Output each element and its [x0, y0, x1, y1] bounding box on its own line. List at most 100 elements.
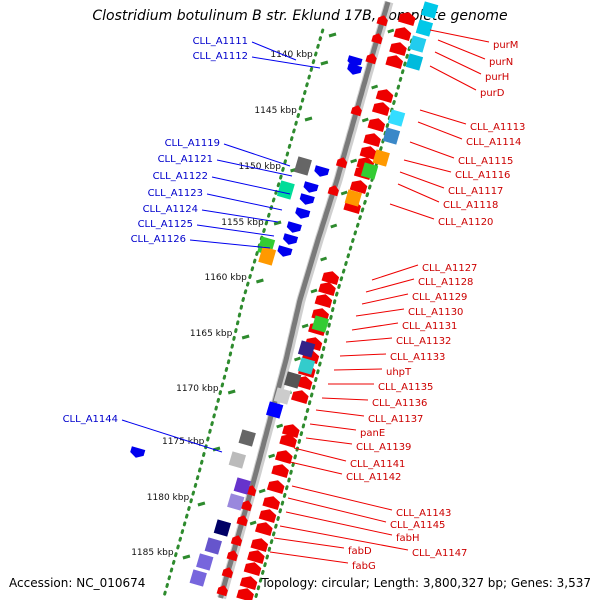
gene-label-fabH: fabH: [396, 533, 420, 544]
gene-label-purH: purH: [485, 72, 509, 83]
forward-gene-7: [283, 233, 299, 245]
gene-function-box-3: [405, 53, 424, 71]
gene-label-CLL_A1112: CLL_A1112: [193, 51, 248, 62]
reverse-gene-1: [393, 27, 412, 41]
gene-label-CLL_A1144: CLL_A1144: [63, 414, 118, 425]
scale-label-1: 1145 kbp: [254, 106, 297, 116]
reverse-gene-30: [255, 522, 273, 536]
scale-label-0: 1140 kbp: [270, 50, 313, 60]
gene-label-purD: purD: [480, 88, 505, 99]
gene-label-CLL_A1139: CLL_A1139: [356, 442, 411, 453]
leader-CLL_A1130: [355, 308, 405, 317]
forward-function-box-1: [276, 180, 295, 200]
reverse-gene-outer-12: [216, 585, 228, 597]
tick-inner-8: [301, 323, 309, 329]
scale-arc-inner: [253, 38, 414, 600]
leader-CLL_A1136: [321, 397, 369, 401]
tick-inner-0: [387, 28, 395, 34]
scale-label-2: 1150 kbp: [239, 162, 282, 172]
gene-label-panE: panE: [360, 428, 385, 439]
reverse-gene-3: [385, 55, 403, 69]
reverse-gene-33: [243, 562, 262, 576]
scale-label-6: 1170 kbp: [176, 384, 219, 394]
gene-function-box-14: [265, 401, 284, 419]
gene-label-CLL_A1147: CLL_A1147: [412, 548, 467, 559]
gene-function-box-5: [382, 127, 401, 145]
reverse-gene-15: [314, 294, 333, 308]
leader-CLL_A1145: [287, 497, 387, 523]
reverse-gene-6: [367, 118, 386, 132]
reverse-gene-32: [247, 550, 265, 564]
gene-function-box-10: [297, 340, 316, 358]
gene-function-box-19: [213, 519, 232, 537]
gene-label-CLL_A1113: CLL_A1113: [470, 122, 525, 133]
leader-CLL_A1120: [389, 203, 435, 220]
leader-CLL_A1141: [293, 447, 347, 462]
gene-label-CLL_A1118: CLL_A1118: [443, 200, 498, 211]
gene-label-CLL_A1145: CLL_A1145: [390, 520, 445, 531]
tick-inner-1: [371, 84, 379, 90]
gene-function-box-11: [297, 357, 316, 375]
reverse-gene-outer-4: [335, 157, 348, 169]
gene-function-box-6: [372, 149, 390, 167]
gene-function-box-17: [233, 477, 251, 495]
leader-CLL_A1133: [339, 353, 387, 357]
forward-function-box-0: [294, 156, 312, 176]
leader-fabG: [269, 551, 349, 564]
gene-label-purN: purN: [489, 57, 513, 68]
leader-CLL_A1114: [417, 121, 463, 140]
reverse-gene-outer-8: [236, 515, 248, 527]
gene-label-fabG: fabG: [352, 561, 376, 572]
reverse-gene-13: [321, 271, 340, 285]
forward-gene-4: [299, 193, 315, 205]
gene-label-CLL_A1124: CLL_A1124: [143, 204, 198, 215]
forward-gene-1: [347, 63, 363, 75]
leader-CLL_A1131: [351, 322, 399, 331]
leader-CLL_A1129: [361, 293, 409, 305]
scale-label-8: 1180 kbp: [147, 493, 190, 503]
tick-inner-6: [320, 256, 328, 262]
gene-label-CLL_A1129: CLL_A1129: [412, 292, 467, 303]
reverse-gene-outer-2: [365, 53, 377, 65]
gene-label-CLL_A1119: CLL_A1119: [165, 138, 220, 149]
gene-label-CLL_A1116: CLL_A1116: [455, 170, 510, 181]
reverse-gene-35: [236, 588, 254, 600]
leader-purD: [429, 65, 477, 91]
gene-function-box-9: [311, 315, 330, 333]
leader-CLL_A1113: [419, 109, 467, 125]
gene-function-box-15: [238, 429, 256, 447]
reverse-gene-outer-11: [221, 567, 233, 579]
gene-function-box-21: [196, 553, 214, 571]
forward-gene-2: [314, 165, 330, 177]
gene-function-box-4: [387, 109, 406, 127]
gene-function-box-0: [420, 1, 439, 19]
leader-CLL_A1132: [345, 337, 393, 343]
backbone-arc: [218, 1, 391, 599]
reverse-gene-22: [291, 390, 309, 404]
gene-label-CLL_A1142: CLL_A1142: [346, 472, 401, 483]
leader-CLL_A1122: [211, 176, 291, 195]
leader-CLL_A1111: [251, 41, 297, 61]
reverse-gene-34: [239, 576, 258, 590]
forward-gene-6: [286, 221, 302, 233]
reverse-gene-11: [349, 180, 368, 194]
leader-CLL_A1124: [201, 209, 279, 223]
forward-gene-8: [277, 245, 293, 257]
leader-CLL_A1139: [305, 437, 353, 445]
gene-label-CLL_A1135: CLL_A1135: [378, 382, 433, 393]
reverse-gene-2: [389, 42, 407, 56]
tick-outer-6: [241, 334, 250, 340]
tick-inner-12: [268, 453, 276, 459]
reverse-gene-0: [398, 12, 416, 26]
leader-CLL_A1142: [289, 461, 343, 475]
gene-label-CLL_A1115: CLL_A1115: [458, 156, 513, 167]
gene-label-CLL_A1136: CLL_A1136: [372, 398, 427, 409]
leader-CLL_A1118: [397, 183, 440, 203]
gene-label-CLL_A1131: CLL_A1131: [402, 321, 457, 332]
forward-gene-9: [130, 446, 146, 458]
forward-function-box-3: [258, 246, 277, 266]
reverse-gene-28: [262, 496, 280, 510]
gene-label-CLL_A1121: CLL_A1121: [158, 154, 213, 165]
